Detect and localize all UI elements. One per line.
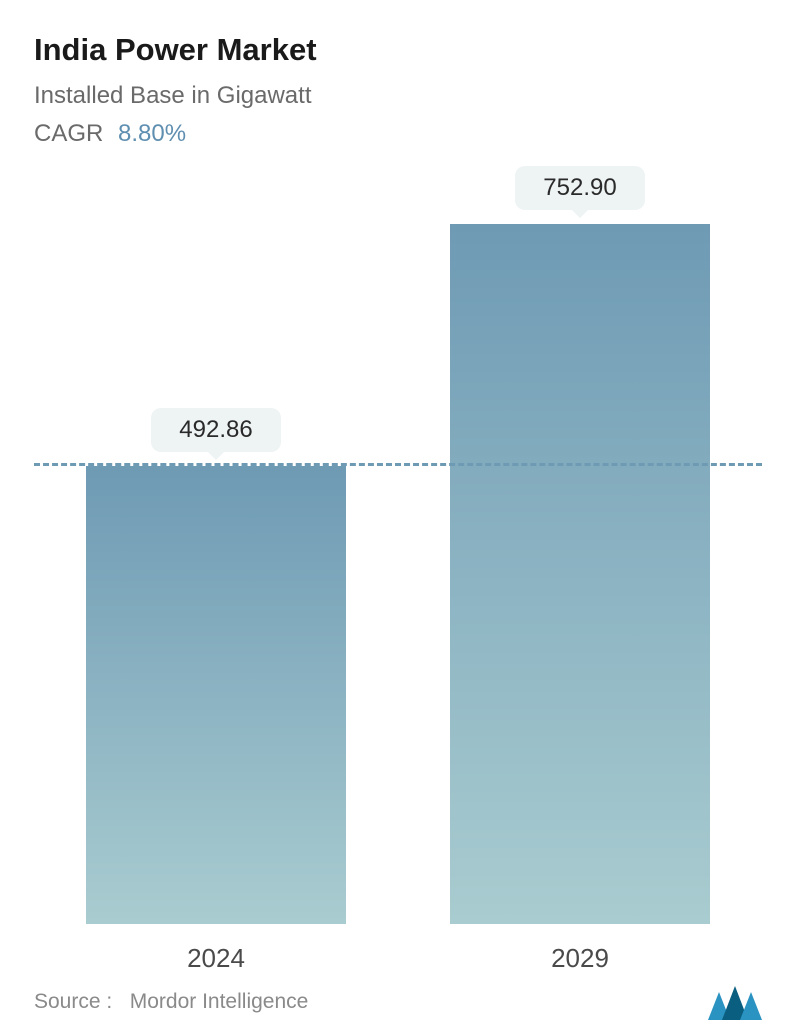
value-pill: 752.90 xyxy=(515,166,644,210)
bar-group: 492.86 xyxy=(86,408,346,924)
bar xyxy=(450,224,710,924)
x-axis-labels: 2024 2029 xyxy=(34,943,762,974)
chart-footer: Source : Mordor Intelligence xyxy=(34,984,762,1020)
chart-title: India Power Market xyxy=(34,32,762,68)
cagr-row: CAGR 8.80% xyxy=(34,120,762,148)
value-pill: 492.86 xyxy=(151,408,280,452)
source-label: Source : xyxy=(34,990,112,1013)
chart-area: 492.86752.90 xyxy=(34,180,762,924)
mordor-logo-icon xyxy=(708,984,762,1020)
bar-group: 752.90 xyxy=(450,166,710,924)
cagr-value: 8.80% xyxy=(118,120,186,147)
x-axis-label: 2024 xyxy=(86,943,346,974)
chart-subtitle: Installed Base in Gigawatt xyxy=(34,82,762,110)
cagr-label: CAGR xyxy=(34,120,103,147)
bars-container: 492.86752.90 xyxy=(34,180,762,924)
reference-line xyxy=(34,463,762,466)
source-name: Mordor Intelligence xyxy=(130,990,309,1013)
x-axis-label: 2029 xyxy=(450,943,710,974)
bar xyxy=(86,466,346,924)
source-text: Source : Mordor Intelligence xyxy=(34,990,308,1014)
